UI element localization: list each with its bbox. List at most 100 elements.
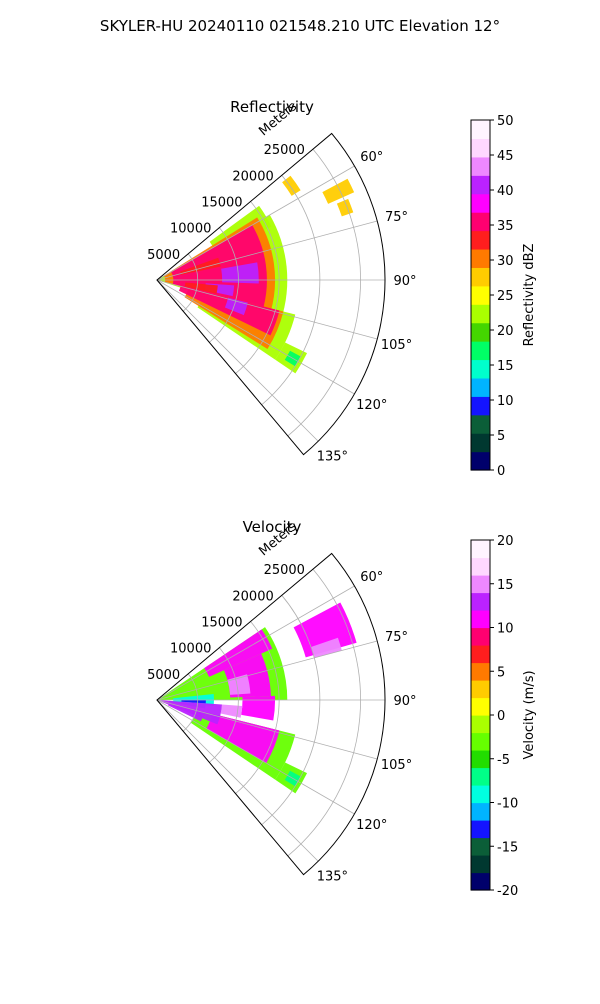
reflectivity-range-tick-label: 10000 <box>170 222 211 237</box>
reflectivity-radial-gridline <box>156 220 378 281</box>
reflectivity-colorbar-segment <box>471 322 490 342</box>
velocity-angle-tick-label: 135° <box>317 869 348 884</box>
velocity-radial-gridline <box>156 699 355 815</box>
velocity-title: Velocity <box>243 518 302 536</box>
reflectivity-colorbar-segment <box>471 230 490 250</box>
velocity-colorbar-segment <box>471 732 490 751</box>
reflectivity-radial-gridline <box>156 279 378 340</box>
reflectivity-sector-frame <box>156 132 386 456</box>
reflectivity-colorbar-segment <box>471 414 490 434</box>
reflectivity-echo-3-1 <box>178 285 280 336</box>
reflectivity-colorbar-tick-label: 40 <box>497 184 514 199</box>
velocity-colorbar-segment <box>471 680 490 699</box>
reflectivity-colorbar-tick-label: 25 <box>497 289 514 304</box>
velocity-colorbar-segment <box>471 855 490 874</box>
reflectivity-echo-4-0 <box>221 262 259 284</box>
velocity-echo-1-1 <box>293 602 357 658</box>
reflectivity-colorbar-segment <box>471 451 490 471</box>
velocity-colorbar-segment <box>471 627 490 646</box>
reflectivity-colorbar-tick-label: 45 <box>497 149 514 164</box>
reflectivity-colorbar: 0 5 10 15 20 25 30 35 40 45 50 Reflectivity dBZ <box>470 114 537 479</box>
reflectivity-grid <box>156 132 386 456</box>
reflectivity-angle-tick-label: 75° <box>385 210 408 225</box>
velocity-colorbar-segment <box>471 610 490 629</box>
velocity-range-ring <box>261 595 321 826</box>
velocity-range-tick-label: 15000 <box>201 615 242 630</box>
reflectivity-angle-tick-label: 105° <box>381 338 412 353</box>
reflectivity-colorbar-segment <box>471 377 490 397</box>
velocity-sector-frame <box>156 552 386 876</box>
velocity-echo-1-4 <box>206 713 280 764</box>
velocity-range-ring <box>209 647 239 763</box>
velocity-range-tick-label: 20000 <box>232 589 273 604</box>
velocity-colorbar-tick-label: 10 <box>497 622 514 637</box>
reflectivity-colorbar-label: Reflectivity dBZ <box>522 244 537 347</box>
velocity-grid <box>156 552 386 876</box>
reflectivity-range-ring <box>261 175 321 406</box>
velocity-colorbar-segment <box>471 802 490 821</box>
velocity-colorbar-segment <box>471 697 490 716</box>
reflectivity-range-ring <box>287 148 361 437</box>
velocity-angle-tick-label: 90° <box>393 694 416 709</box>
velocity-angle-tick-label: 60° <box>360 570 383 585</box>
reflectivity-radial-gridline <box>156 165 355 281</box>
velocity-radial-gridline <box>156 640 378 701</box>
velocity-radial-gridline <box>156 585 355 701</box>
reflectivity-angle-tick-label: 90° <box>393 274 416 289</box>
velocity-range-ring <box>287 568 361 857</box>
velocity-range-tick-label: 10000 <box>170 642 211 657</box>
velocity-colorbar-segment <box>471 872 490 891</box>
velocity-colorbar-segment <box>471 750 490 769</box>
velocity-colorbar-tick-label: 15 <box>497 578 514 593</box>
velocity-range-tick-label: 25000 <box>264 563 305 578</box>
reflectivity-range-tick-label: 25000 <box>264 143 305 158</box>
velocity-colorbar-tick-label: 20 <box>497 534 514 549</box>
velocity-colorbar-tick-label: -10 <box>497 797 518 812</box>
velocity-data <box>157 602 357 794</box>
reflectivity-range-ring <box>235 201 280 374</box>
reflectivity-echo-5-1 <box>184 282 218 294</box>
velocity-radial-gridline <box>156 699 378 760</box>
reflectivity-radial-gridline <box>156 279 319 442</box>
reflectivity-radial-gridline <box>156 279 355 395</box>
reflectivity-echo-0-1 <box>322 178 355 204</box>
reflectivity-colorbar-segment <box>471 341 490 361</box>
reflectivity-colorbar-segment <box>471 156 490 176</box>
reflectivity-colorbar-segment <box>471 359 490 379</box>
reflectivity-angle-tick-label: 120° <box>356 398 387 413</box>
reflectivity-colorbar-tick-label: 15 <box>497 359 514 374</box>
reflectivity-angle-tick-label: 60° <box>360 150 383 165</box>
velocity-colorbar-segment <box>471 540 490 559</box>
velocity-colorbar-tick-label: -5 <box>497 753 510 768</box>
reflectivity-echo-5-0 <box>179 257 221 275</box>
reflectivity-colorbar-tick-label: 0 <box>497 464 505 479</box>
velocity-radial-gridline <box>156 699 319 862</box>
reflectivity-colorbar-tick-label: 35 <box>497 219 514 234</box>
reflectivity-data <box>157 175 355 374</box>
reflectivity-range-ring <box>209 227 239 343</box>
reflectivity-colorbar-segment <box>471 193 490 213</box>
velocity-range-tick-label: 5000 <box>147 668 180 683</box>
reflectivity-range-tick-label: 15000 <box>201 195 242 210</box>
reflectivity-colorbar-segment <box>471 433 490 453</box>
velocity-angle-tick-label: 75° <box>385 630 408 645</box>
figure-title: SKYLER-HU 20240110 021548.210 UTC Elevat… <box>100 17 500 35</box>
reflectivity-range-tick-label: 5000 <box>147 248 180 263</box>
velocity-colorbar-tick-label: -15 <box>497 840 518 855</box>
reflectivity-colorbar-segment <box>471 175 490 195</box>
velocity-colorbar-segment <box>471 592 490 611</box>
velocity-colorbar-segment <box>471 645 490 664</box>
velocity-echo-2-1 <box>220 704 243 718</box>
reflectivity-colorbar-segment <box>471 120 490 140</box>
reflectivity-title: Reflectivity <box>230 98 314 116</box>
velocity-angle-tick-label: 105° <box>381 758 412 773</box>
reflectivity-colorbar-tick-label: 50 <box>497 114 514 129</box>
velocity-panel: Velocity 60° 75° 90° 105° 120° 135° 5000 10000 1… <box>147 518 537 899</box>
reflectivity-colorbar-tick-label: 5 <box>497 429 505 444</box>
velocity-colorbar-segment <box>471 820 490 839</box>
reflectivity-colorbar-segment <box>471 138 490 158</box>
velocity-colorbar: -20 -15 -10 -5 0 5 10 15 20 Velocity (m/s) <box>470 534 537 899</box>
reflectivity-colorbar-tick-label: 30 <box>497 254 514 269</box>
